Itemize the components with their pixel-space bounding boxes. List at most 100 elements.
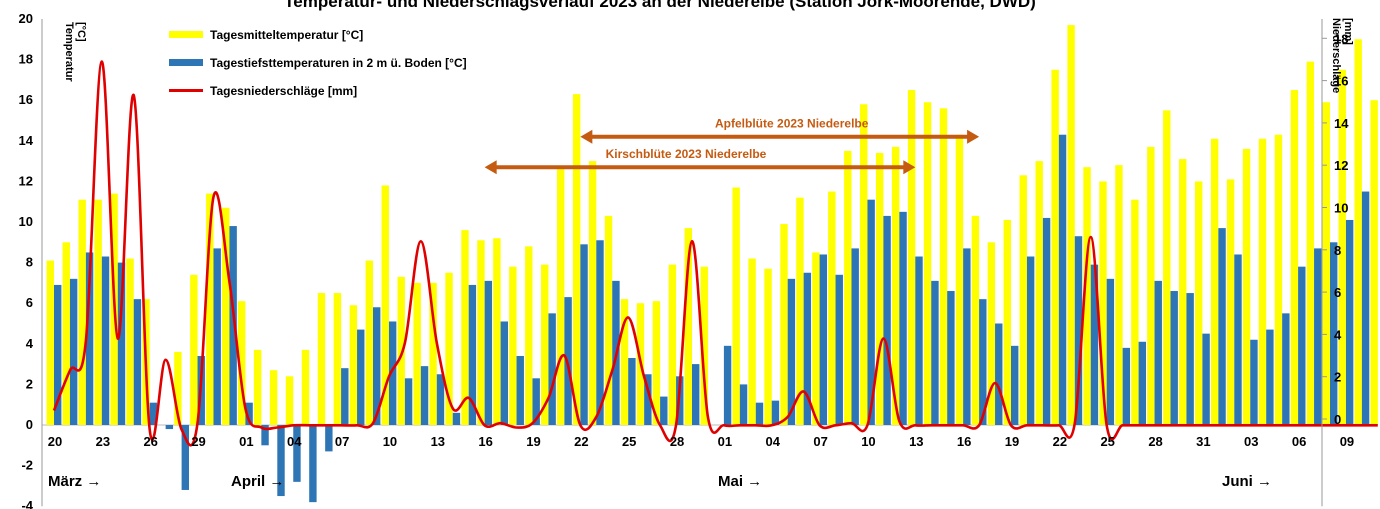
min-temp-bar [516, 355, 524, 425]
min-temp-bar [947, 291, 955, 425]
mean-temp-bar [1306, 61, 1315, 425]
mean-temp-bar [955, 134, 964, 425]
min-temp-bar [181, 425, 189, 490]
min-temp-bar [564, 297, 572, 425]
mean-temp-bar [62, 242, 70, 425]
axes: -4 -2 0 2 4 6 8 10 12 14 16 18 20 0 2 4 6 8 10 12 14 16 18 20 23… [19, 11, 1355, 509]
min-temp-bar [899, 211, 907, 425]
mean-temp-bar [588, 161, 597, 425]
min-temp-bar [293, 425, 301, 482]
min-temp-bar [771, 400, 780, 425]
x-tick-label: 19 [526, 434, 540, 449]
min-temp-bar [436, 374, 445, 425]
legend-swatch-precip [169, 89, 203, 92]
mean-temp-bar [971, 215, 980, 425]
legend-label-precip: Tagesniederschläge [mm] [210, 84, 357, 98]
min-temp-bar [1282, 313, 1290, 425]
x-tick-label: 26 [143, 434, 157, 449]
mean-temp-bar [1258, 138, 1267, 425]
apfelbluete-arrow: Apfelblüte 2023 Niederelbe [580, 117, 980, 144]
x-tick-label: 10 [861, 434, 875, 449]
x-tick-label: 13 [909, 434, 923, 449]
min-temp-bar [1154, 280, 1162, 425]
mean-temp-bar [1226, 179, 1235, 425]
mean-temp-bar [700, 266, 708, 425]
mean-temp-bar [174, 351, 182, 425]
min-temp-bar [963, 248, 971, 425]
mean-temp-bar [1290, 90, 1299, 426]
y-right-tick-label: 2 [1334, 370, 1341, 385]
min-temp-bar [1314, 248, 1322, 425]
min-temp-bar [54, 284, 62, 425]
y-right-tick-label: 4 [1334, 327, 1342, 342]
mean-temp-bar [684, 228, 692, 425]
min-temp-bar [133, 299, 142, 425]
mean-temp-bar [1179, 159, 1187, 425]
min-temp-bar [739, 384, 748, 425]
min-temp-bar [1250, 339, 1258, 425]
min-temp-bar [1234, 254, 1242, 425]
x-tick-label: 25 [622, 434, 636, 449]
mean-temp-bar [190, 274, 198, 425]
min-temp-bar [149, 402, 158, 425]
legend-label-mean: Tagesmitteltemperatur [°C] [210, 28, 363, 42]
min-temp-bar [404, 378, 413, 425]
y-left-title-line2: [°C] [75, 22, 87, 42]
y-left-tick-label: 12 [19, 173, 33, 188]
x-tick-label: 19 [1005, 434, 1019, 449]
month-label-april: April → [231, 473, 284, 490]
x-tick-label: 16 [957, 434, 971, 449]
mean-temp-bar [891, 146, 900, 425]
chart-title: Temperatur- und Niederschlagsverlauf 202… [284, 0, 1036, 11]
min-temp-bar [803, 272, 812, 425]
arrow-head-right [903, 160, 916, 175]
mean-temp-bar [445, 272, 453, 425]
min-temp-bar [1361, 191, 1370, 425]
min-temp-bar [85, 252, 94, 425]
min-temp-bar [755, 402, 764, 425]
mean-temp-bar [509, 266, 517, 425]
mean-temp-bar [780, 224, 788, 425]
y-right-tick-label: 12 [1334, 158, 1348, 173]
mean-temp-bar [1019, 175, 1027, 425]
mean-temp-bar [222, 207, 230, 425]
mean-temp-bar [668, 264, 677, 425]
y-left-tick-label: 4 [26, 336, 34, 351]
month-label-juni: Juni → [1222, 473, 1272, 490]
min-temp-bar [787, 278, 796, 425]
mean-temp-bar [78, 199, 86, 425]
y-right-title-line2: [mm] [1342, 18, 1354, 45]
min-temp-bar [1170, 291, 1178, 425]
mean-temp-bar [876, 152, 884, 426]
y-right-title: Niederschläge [mm] [1330, 18, 1354, 93]
x-tick-label: 01 [718, 434, 732, 449]
min-temp-bar [1090, 264, 1099, 425]
mean-temp-bar [1099, 181, 1107, 425]
min-temp-bar [819, 254, 827, 425]
mean-temp-bar [748, 258, 756, 425]
mean-temp-bar [1195, 181, 1203, 425]
min-temp-bar [309, 425, 317, 503]
min-temp-bar [1186, 293, 1194, 425]
x-tick-label: 09 [1340, 434, 1354, 449]
mean-temp-bar [253, 349, 262, 425]
legend-swatch-mean [169, 31, 203, 38]
mean-temp-bar [285, 376, 294, 425]
y-left-tick-label: 6 [26, 295, 33, 310]
mean-temp-bar [1370, 100, 1378, 425]
mean-temp-bar [1147, 146, 1155, 425]
min-temp-bar [388, 321, 397, 425]
min-temp-bar [213, 248, 221, 425]
x-tick-label: 04 [287, 434, 302, 449]
x-tick-label: 22 [1053, 434, 1067, 449]
min-temp-bar [373, 307, 381, 425]
x-tick-label: 28 [670, 434, 684, 449]
y-right-tick-label: 6 [1334, 285, 1341, 300]
y-left-tick-label: -2 [21, 458, 33, 473]
mean-temp-bar [764, 268, 772, 425]
mean-temp-bar [1051, 69, 1059, 425]
mean-temp-bar [828, 191, 836, 425]
min-temp-bar [468, 284, 477, 425]
min-temp-bar [580, 244, 588, 425]
mean-temp-bar [541, 264, 549, 425]
